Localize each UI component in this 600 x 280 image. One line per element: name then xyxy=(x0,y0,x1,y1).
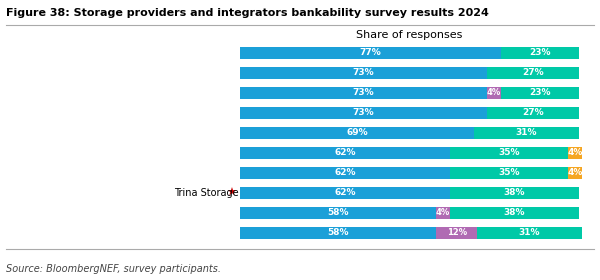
Bar xyxy=(501,87,578,99)
Text: Share of responses: Share of responses xyxy=(356,30,463,40)
Bar xyxy=(450,207,578,219)
Text: 4%: 4% xyxy=(568,148,583,157)
Bar xyxy=(240,167,450,179)
Bar xyxy=(240,207,436,219)
Text: Source: BloombergNEF, survey participants.: Source: BloombergNEF, survey participant… xyxy=(6,264,221,274)
Text: 73%: 73% xyxy=(353,88,374,97)
Bar xyxy=(487,87,501,99)
Bar xyxy=(240,87,487,99)
Text: 38%: 38% xyxy=(503,208,525,217)
Bar xyxy=(450,167,568,179)
Text: 4%: 4% xyxy=(487,88,501,97)
Text: 73%: 73% xyxy=(353,108,374,117)
Text: 23%: 23% xyxy=(529,88,550,97)
Text: 31%: 31% xyxy=(515,128,537,137)
Bar xyxy=(487,107,578,119)
Text: 38%: 38% xyxy=(503,188,525,197)
Text: 4%: 4% xyxy=(568,168,583,177)
Bar xyxy=(436,207,450,219)
Bar xyxy=(473,127,578,139)
Bar xyxy=(487,67,578,79)
Bar xyxy=(501,47,578,59)
Text: 58%: 58% xyxy=(328,208,349,217)
Bar xyxy=(240,107,487,119)
Text: 4%: 4% xyxy=(436,208,450,217)
Text: 73%: 73% xyxy=(353,68,374,78)
Bar xyxy=(568,167,582,179)
Text: 23%: 23% xyxy=(529,48,550,57)
Text: 12%: 12% xyxy=(446,228,467,237)
Text: 35%: 35% xyxy=(499,148,520,157)
Text: 27%: 27% xyxy=(522,68,544,78)
Text: 62%: 62% xyxy=(334,188,356,197)
Bar xyxy=(240,147,450,159)
Bar xyxy=(240,67,487,79)
Bar xyxy=(450,187,578,199)
Bar xyxy=(240,127,473,139)
Text: Trina Storage: Trina Storage xyxy=(175,188,239,198)
Bar xyxy=(240,47,501,59)
Bar xyxy=(240,227,436,239)
Text: 58%: 58% xyxy=(328,228,349,237)
Text: 69%: 69% xyxy=(346,128,368,137)
Text: 27%: 27% xyxy=(522,108,544,117)
Text: ★: ★ xyxy=(227,188,236,198)
Text: 62%: 62% xyxy=(334,168,356,177)
Bar xyxy=(568,147,582,159)
Text: 77%: 77% xyxy=(359,48,381,57)
Text: Figure 38: Storage providers and integrators bankability survey results 2024: Figure 38: Storage providers and integra… xyxy=(6,8,489,18)
Bar xyxy=(240,187,450,199)
Bar xyxy=(477,227,582,239)
Bar xyxy=(436,227,477,239)
Text: 62%: 62% xyxy=(334,148,356,157)
Text: 35%: 35% xyxy=(499,168,520,177)
Bar xyxy=(450,147,568,159)
Text: 31%: 31% xyxy=(519,228,540,237)
